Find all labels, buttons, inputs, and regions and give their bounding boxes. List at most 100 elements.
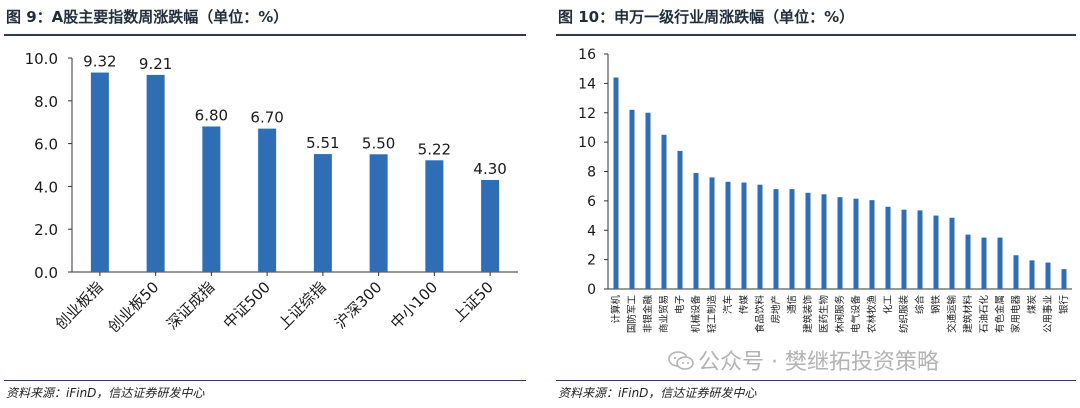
bar <box>949 217 955 289</box>
bar-value-label: 4.30 <box>473 160 506 178</box>
x-tick-label: 农林牧渔 <box>866 295 878 334</box>
bar <box>997 237 1003 289</box>
x-tick-label: 创业板指 <box>52 278 107 333</box>
industry-weekly-change-bar-chart: 0 2 4 6 8 10 12 14 16 计算机 国防军工 非银金融 商业贸易 电子 机械设备 轻工制造 汽车… <box>578 47 1072 334</box>
bar <box>613 77 619 289</box>
x-tick-label: 建筑材料 <box>962 295 974 334</box>
wechat-icon <box>668 351 694 371</box>
x-tick-label: 计算机 <box>610 295 622 324</box>
y-tick-label: 2.0 <box>34 221 58 239</box>
x-tick-label: 汽车 <box>722 295 734 314</box>
y-tick-label: 4 <box>587 223 596 239</box>
x-tick-label: 轻工制造 <box>706 295 718 334</box>
figure-10-title-rule <box>556 34 1076 36</box>
bar-value-label: 9.32 <box>83 53 116 71</box>
watermark: 公众号 · 樊继拓投资策略 <box>668 344 939 376</box>
bar <box>1045 262 1051 289</box>
bar-value-label: 5.51 <box>306 134 339 152</box>
x-tick-label: 上证50 <box>450 278 497 325</box>
bar <box>1029 260 1035 289</box>
x-tick-label: 通信 <box>786 295 798 314</box>
x-tick-label: 石油石化 <box>978 295 990 334</box>
figure-9-title: 图 9：A股主要指数周涨跌幅（单位：%） <box>6 8 289 26</box>
bar <box>981 237 987 289</box>
figure-9-source-rule <box>4 380 526 381</box>
y-tick-label: 12 <box>578 106 596 122</box>
y-tick-label: 10.0 <box>25 50 58 68</box>
x-tick-label: 机械设备 <box>690 295 702 334</box>
bar <box>369 154 388 272</box>
bar <box>90 72 109 272</box>
bar-value-label: 9.21 <box>139 55 172 73</box>
y-tick-label: 4.0 <box>34 178 58 196</box>
bar <box>869 200 875 289</box>
x-tick-label: 非银金融 <box>642 295 654 334</box>
bar <box>837 197 843 289</box>
x-tick-label: 化工 <box>882 295 894 315</box>
bar <box>425 160 444 272</box>
x-tick-label: 煤炭 <box>1026 295 1038 315</box>
bar <box>693 172 699 289</box>
y-tick-label: 10 <box>578 135 596 151</box>
bar <box>725 181 731 289</box>
x-tick-label: 中证500 <box>220 278 274 332</box>
x-tick-label: 交通运输 <box>946 295 958 334</box>
bar <box>933 215 939 289</box>
x-tick-label: 上证综指 <box>275 278 330 333</box>
bar <box>1061 269 1067 289</box>
figure-10-panel: 图 10：申万一级行业周涨跌幅（单位：%） 0 2 4 6 8 10 12 14 16 计算机 国防… <box>552 0 1080 408</box>
x-tick-label: 银行 <box>1058 295 1070 315</box>
bar <box>202 126 221 272</box>
bar <box>741 182 747 289</box>
bar-value-label: 5.22 <box>418 140 451 158</box>
x-tick-label: 建筑装饰 <box>802 295 814 333</box>
bar <box>821 194 827 289</box>
bar <box>258 128 277 272</box>
bar <box>481 179 500 272</box>
x-tick-label: 钢铁 <box>930 295 942 315</box>
bar <box>757 184 763 289</box>
y-tick-label: 6.0 <box>34 136 58 154</box>
figure-9-panel: 图 9：A股主要指数周涨跌幅（单位：%） 0.0 2.0 4.0 6.0 8.0 10.0… <box>0 0 530 408</box>
x-tick-label: 传媒 <box>738 295 750 315</box>
x-tick-label: 公用事业 <box>1042 295 1054 333</box>
bar-value-label: 5.50 <box>362 134 395 152</box>
bar <box>146 74 165 272</box>
bar <box>805 192 811 289</box>
bar <box>773 189 779 289</box>
figure-10-source: 资料来源：iFinD，信达证券研发中心 <box>558 386 757 400</box>
y-tick-label: 6 <box>587 194 596 210</box>
bar <box>709 177 715 289</box>
bar <box>965 234 971 289</box>
bar <box>853 198 859 289</box>
x-tick-label: 深证成指 <box>163 278 218 333</box>
x-tick-label: 电子 <box>674 295 686 315</box>
bar <box>677 150 683 289</box>
bar <box>789 189 795 289</box>
bar <box>885 206 891 289</box>
figure-9-source: 资料来源：iFinD，信达证券研发中心 <box>6 386 205 400</box>
y-tick-label: 8 <box>587 165 596 181</box>
y-tick-label: 8.0 <box>34 93 58 111</box>
bar <box>313 154 332 272</box>
index-weekly-change-bar-chart: 0.0 2.0 4.0 6.0 8.0 10.0 9.32 创业板指 9.21 创业板50 6.80… <box>25 50 518 336</box>
x-tick-label: 国防军工 <box>626 295 638 334</box>
x-tick-label: 沪深300 <box>331 278 385 332</box>
x-tick-label: 中小100 <box>387 278 441 332</box>
x-tick-label: 食品饮料 <box>754 295 766 334</box>
bar <box>901 209 907 289</box>
y-tick-label: 2 <box>587 253 596 269</box>
watermark-text: 公众号 · 樊继拓投资策略 <box>698 350 939 375</box>
x-tick-label: 纺织服装 <box>898 295 910 334</box>
x-tick-label: 创业板50 <box>104 278 162 336</box>
x-tick-label: 房地产 <box>770 295 782 324</box>
x-tick-label: 电气设备 <box>850 295 862 334</box>
figure-10-source-rule <box>556 380 1076 381</box>
x-tick-label: 医药生物 <box>818 295 830 334</box>
bar <box>917 210 923 289</box>
x-tick-label: 家用电器 <box>1010 295 1022 334</box>
x-tick-label: 有色金属 <box>994 295 1006 333</box>
x-tick-label: 休闲服务 <box>834 295 846 334</box>
y-tick-label: 16 <box>578 47 596 63</box>
bar-value-label: 6.80 <box>195 106 228 124</box>
